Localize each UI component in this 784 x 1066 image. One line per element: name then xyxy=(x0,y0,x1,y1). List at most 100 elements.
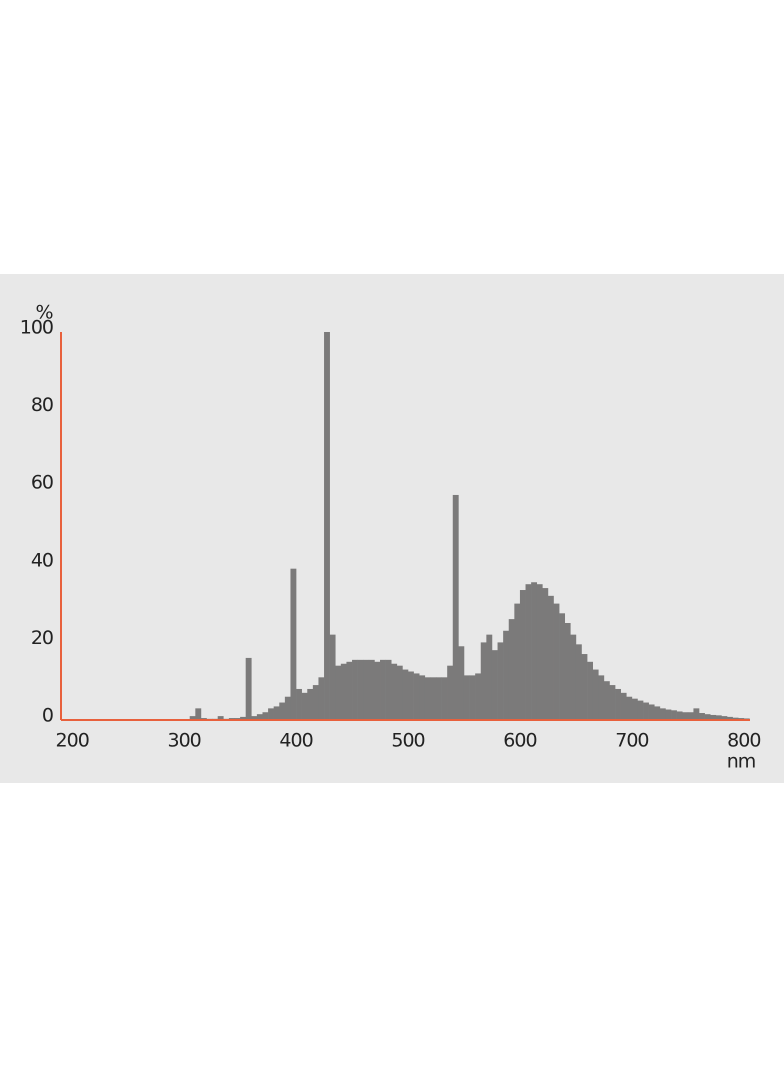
y-axis-label: % xyxy=(35,302,52,324)
bar xyxy=(301,692,308,720)
bar xyxy=(463,675,470,720)
bar xyxy=(525,584,532,720)
x-tick-label: 600 xyxy=(503,730,536,752)
y-tick-label: 20 xyxy=(31,627,53,649)
bar xyxy=(307,688,314,720)
bar xyxy=(553,603,560,720)
bar xyxy=(721,716,728,720)
bar xyxy=(296,688,302,720)
bar xyxy=(340,663,347,720)
bar xyxy=(385,659,392,720)
bar xyxy=(592,669,599,720)
bar xyxy=(273,706,280,720)
x-tick-label: 400 xyxy=(279,730,312,752)
bar xyxy=(603,681,610,720)
bar xyxy=(256,714,263,720)
bar xyxy=(564,623,571,720)
bar xyxy=(486,634,493,720)
bar xyxy=(648,704,655,720)
bar xyxy=(329,634,336,720)
bar xyxy=(508,619,515,720)
bar xyxy=(704,714,711,720)
bar xyxy=(531,582,538,720)
bar xyxy=(665,709,672,720)
bar xyxy=(452,494,459,720)
bar xyxy=(732,717,739,720)
bar xyxy=(475,673,482,720)
bar xyxy=(637,700,644,720)
bar xyxy=(699,713,705,720)
bar xyxy=(240,716,246,720)
bar xyxy=(290,568,297,720)
bar xyxy=(643,702,649,720)
bar xyxy=(195,708,202,720)
bar xyxy=(408,671,414,720)
bar xyxy=(581,654,588,720)
bar xyxy=(368,659,375,720)
bar xyxy=(547,595,554,720)
bar xyxy=(396,665,403,720)
bar xyxy=(435,677,442,720)
bar xyxy=(346,661,353,720)
bar xyxy=(676,711,683,720)
bar xyxy=(687,712,694,720)
x-tick-label: 700 xyxy=(615,730,648,752)
bar xyxy=(715,715,722,720)
bar xyxy=(631,698,638,720)
bar xyxy=(262,712,269,720)
bar xyxy=(626,696,633,720)
bar xyxy=(710,714,717,720)
bar xyxy=(447,665,454,720)
bar xyxy=(413,673,420,720)
bar xyxy=(682,712,689,720)
bar xyxy=(659,708,666,720)
bar xyxy=(402,669,409,720)
bar xyxy=(587,661,593,720)
bar xyxy=(598,675,605,720)
y-tick-label: 80 xyxy=(31,394,53,416)
bar xyxy=(279,702,286,720)
bar xyxy=(324,332,330,720)
bar xyxy=(570,634,577,720)
bar xyxy=(615,688,621,720)
bar xyxy=(727,716,733,720)
bar xyxy=(391,663,398,720)
bar xyxy=(514,603,521,720)
bar xyxy=(424,677,431,720)
bar xyxy=(519,590,526,720)
bar xyxy=(497,642,504,720)
bar xyxy=(312,685,319,720)
y-tick-label: 40 xyxy=(31,549,53,571)
bar xyxy=(245,657,252,720)
x-axis-label: nm xyxy=(727,751,756,773)
bar xyxy=(693,708,700,720)
y-tick-label: 60 xyxy=(31,472,53,494)
x-tick-label: 800 xyxy=(727,730,760,752)
y-tick-label: 100 xyxy=(20,317,53,339)
bar xyxy=(575,644,582,720)
bar xyxy=(284,696,291,720)
bar xyxy=(189,716,196,720)
x-tick-label: 200 xyxy=(56,730,89,752)
bar xyxy=(374,661,381,720)
bar xyxy=(620,692,627,720)
bar xyxy=(542,588,549,720)
bar xyxy=(609,685,616,720)
bar xyxy=(318,677,325,720)
bar xyxy=(491,650,498,720)
bar xyxy=(352,659,358,720)
bar xyxy=(469,675,476,720)
bar xyxy=(430,677,437,720)
bar xyxy=(503,630,510,720)
x-tick-label: 500 xyxy=(391,730,424,752)
bar xyxy=(559,613,566,720)
bar xyxy=(251,716,258,720)
bar xyxy=(536,584,543,720)
bar xyxy=(480,642,487,720)
bar xyxy=(380,659,386,720)
bar xyxy=(671,710,677,720)
bar xyxy=(363,659,370,720)
bar xyxy=(654,706,661,720)
bar xyxy=(268,708,274,720)
